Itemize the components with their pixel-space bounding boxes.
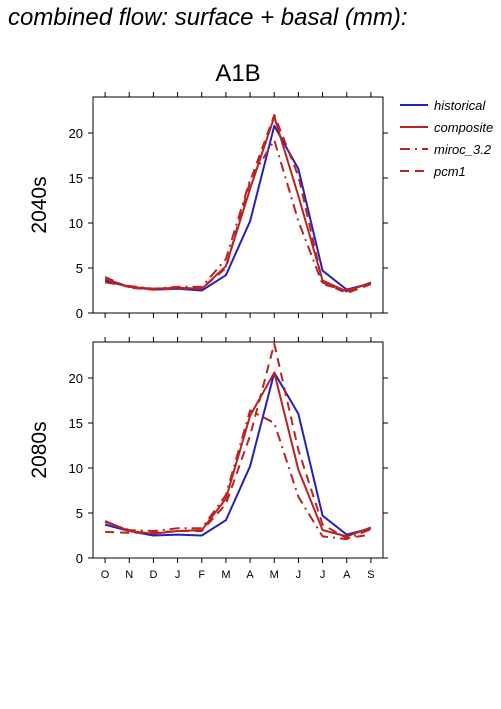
- x-tick-label: N: [125, 569, 133, 581]
- y-tick-label: 10: [69, 461, 83, 476]
- plot-frame: [92, 341, 384, 559]
- y-tick-label: 0: [76, 551, 83, 566]
- x-tick-label: S: [367, 569, 374, 581]
- page-title: combined flow: surface + basal (mm):: [8, 4, 408, 31]
- legend-label: composite: [434, 120, 493, 135]
- plot-frame: [92, 96, 384, 314]
- x-tick-label: O: [101, 569, 110, 581]
- x-tick-label: J: [320, 569, 326, 581]
- x-tick-label: D: [149, 569, 157, 581]
- x-tick-label: A: [343, 569, 351, 581]
- chart-title: A1B: [215, 60, 260, 87]
- y-axis-label: 2080s: [28, 421, 51, 478]
- legend: historical composite miroc_3.2 pcm1: [400, 98, 493, 179]
- series-line-miroc_3.2: [104, 139, 372, 292]
- y-axis-label: 2040s: [28, 176, 51, 233]
- y-tick-label: 20: [69, 371, 83, 386]
- legend-label: pcm1: [433, 164, 466, 179]
- series-line-pcm1: [104, 114, 372, 295]
- panel-2080s: 0 5 10 15 20 2080s O N D J F M A M J J A S: [28, 337, 388, 581]
- y-tick-label: 0: [76, 306, 83, 321]
- x-tick-label: M: [221, 569, 230, 581]
- x-tick-label: J: [296, 569, 302, 581]
- x-tick-label: J: [175, 569, 181, 581]
- y-tick-label: 5: [76, 261, 83, 276]
- legend-item-historical: historical: [400, 98, 486, 113]
- series-line-pcm1: [105, 342, 372, 540]
- series-line-miroc_3.2: [104, 409, 372, 541]
- legend-item-composite: composite: [400, 120, 493, 135]
- series-line-historical: [104, 371, 372, 537]
- y-tick-label: 15: [69, 416, 83, 431]
- y-tick-label: 10: [69, 216, 83, 231]
- panel-2040s: 0 5 10 15 20 2040s: [28, 92, 388, 321]
- legend-item-pcm1: pcm1: [400, 164, 466, 179]
- series-line-historical: [104, 124, 372, 292]
- series-line-composite: [104, 115, 372, 293]
- y-tick-label: 20: [69, 126, 83, 141]
- legend-item-miroc_3.2: miroc_3.2: [400, 142, 492, 157]
- panels-layer: 0 5 10 15 20 2040s 0 5 10 15 20 2080s O N D J F M A M J J A S: [28, 92, 388, 581]
- legend-label: historical: [434, 98, 486, 113]
- x-tick-label: A: [246, 569, 254, 581]
- series-line-composite: [104, 371, 372, 538]
- legend-label: miroc_3.2: [434, 142, 492, 157]
- y-tick-label: 5: [76, 506, 83, 521]
- x-tick-label: M: [270, 569, 279, 581]
- x-tick-label: F: [198, 569, 205, 581]
- y-tick-label: 15: [69, 171, 83, 186]
